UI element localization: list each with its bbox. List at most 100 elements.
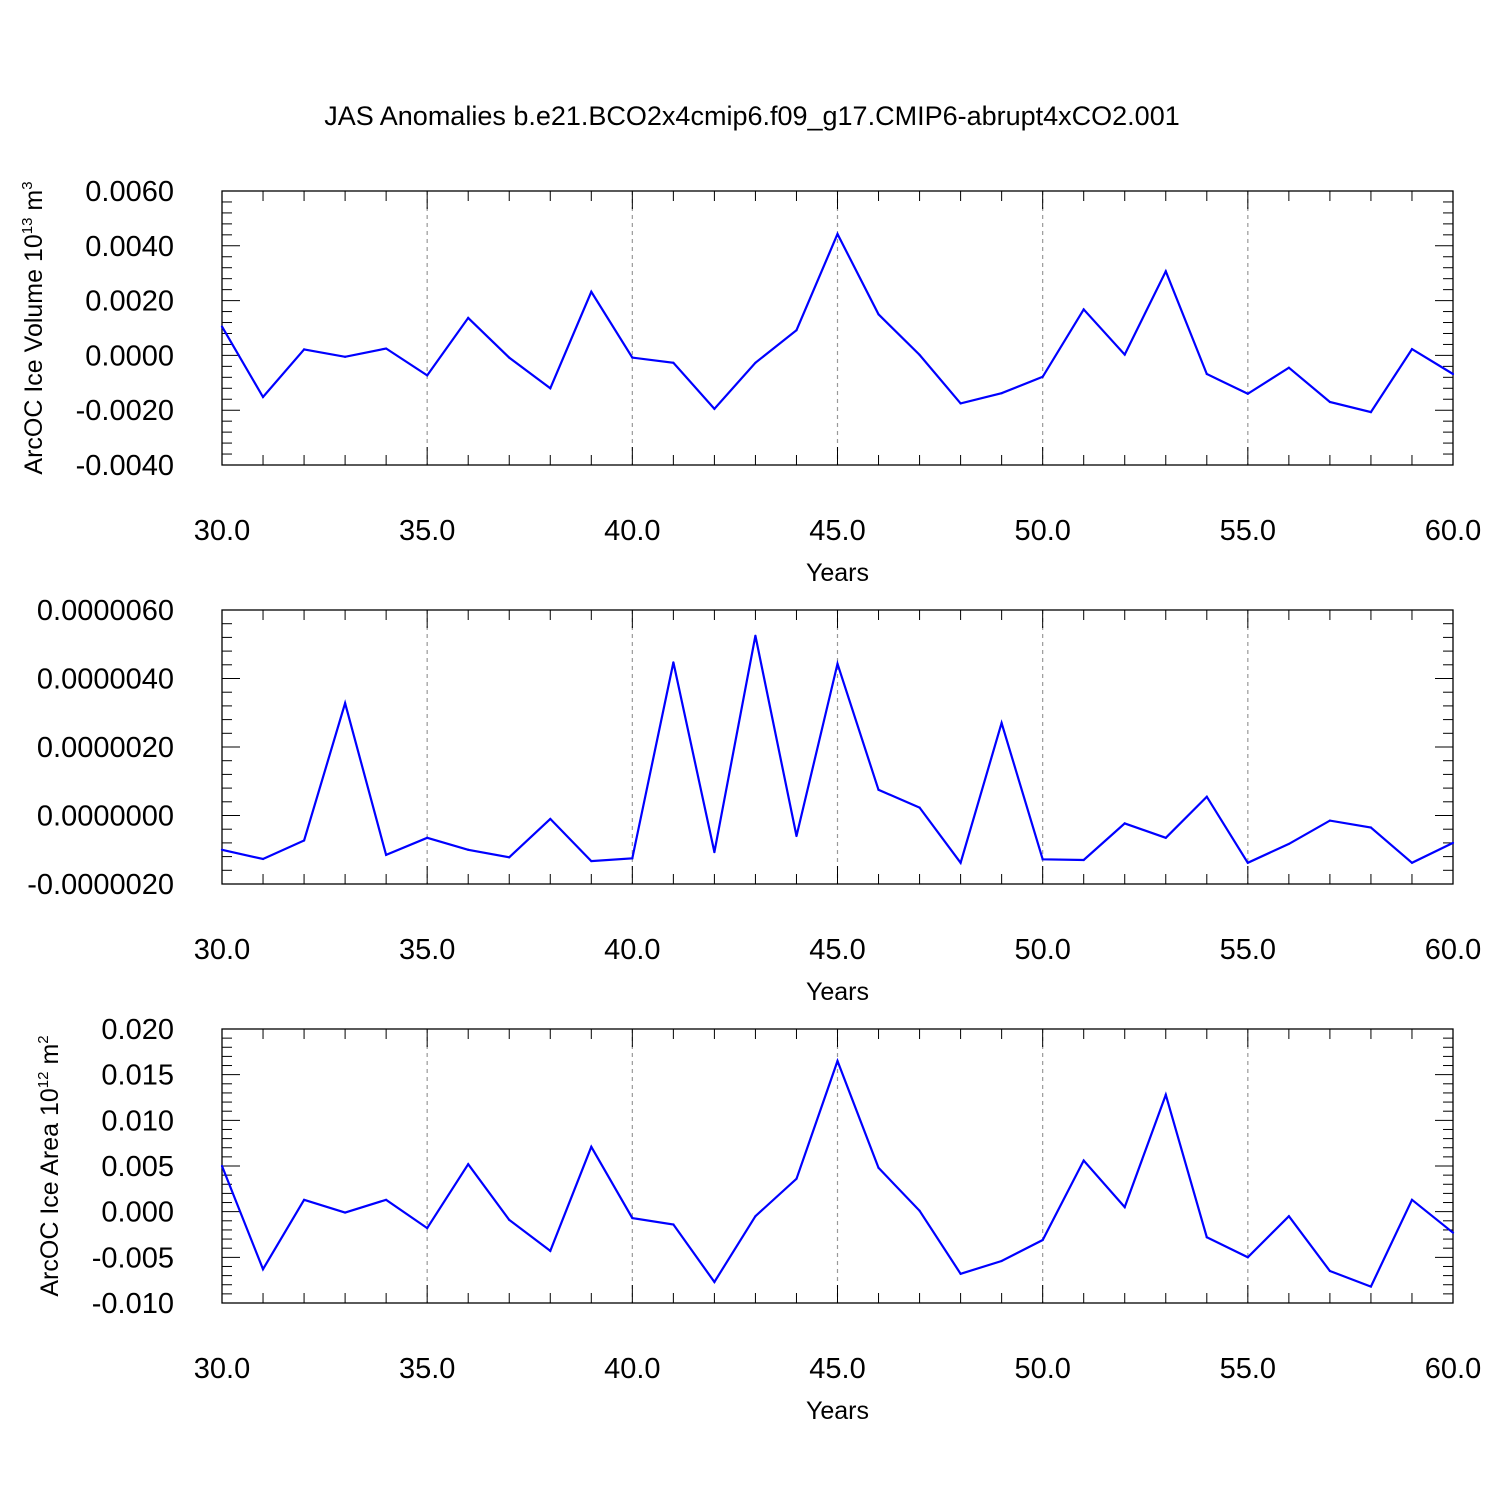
data-point <box>302 1198 306 1201</box>
y-tick-label: -0.005 <box>92 1242 174 1274</box>
data-point <box>1123 822 1126 825</box>
data-point <box>754 634 757 637</box>
data-point <box>1164 836 1167 839</box>
data-point <box>1287 842 1290 846</box>
y-tick-label: 0.0000060 <box>37 595 174 627</box>
data-point <box>302 839 306 842</box>
data-point <box>1082 1159 1085 1162</box>
data-point <box>1451 372 1455 376</box>
data-point <box>672 361 675 364</box>
data-point <box>426 374 429 377</box>
y-tick-label: 0.010 <box>101 1105 174 1137</box>
data-point <box>1328 1269 1331 1273</box>
data-point <box>508 1218 511 1221</box>
data-point <box>1451 1231 1455 1234</box>
data-point <box>795 834 798 838</box>
data-point <box>713 1280 716 1284</box>
x-tick-label: 50.0 <box>1014 1353 1070 1385</box>
data-point <box>220 325 224 328</box>
data-point <box>467 848 470 851</box>
data-point <box>426 1227 429 1230</box>
data-point <box>713 851 716 854</box>
x-tick-label: 60.0 <box>1425 515 1481 547</box>
y-axis-label-text: ArcOC Ice Area 10 <box>36 1088 64 1296</box>
data-point <box>1164 270 1167 273</box>
data-point <box>385 347 388 350</box>
x-tick-label: 35.0 <box>399 515 455 547</box>
data-point <box>959 402 962 405</box>
x-tick-label: 35.0 <box>399 934 455 966</box>
data-point <box>549 387 552 390</box>
data-point <box>1451 841 1455 845</box>
y-axis-label-unit-exponent: 3 <box>19 181 36 189</box>
data-point <box>1123 1206 1126 1209</box>
y-axis-label: ArcOC Ice Volume 1013 m3 <box>19 181 48 474</box>
y-tick-label: -0.010 <box>92 1288 174 1320</box>
data-point <box>795 1177 798 1180</box>
data-point <box>1041 1238 1044 1242</box>
chart-panel-1: 30.0 35.0 40.0 45.0 50.0 55.0 60.0 Years -0.0040… <box>19 176 1481 587</box>
x-tick-label: 30.0 <box>194 1353 250 1385</box>
data-point <box>918 806 921 809</box>
data-point <box>1287 366 1290 369</box>
x-tick-label: 60.0 <box>1425 1353 1481 1385</box>
data-point <box>220 848 224 851</box>
data-point <box>1205 372 1208 376</box>
x-tick-label: 30.0 <box>194 934 250 966</box>
x-tick-label: 50.0 <box>1014 515 1070 547</box>
data-point <box>261 857 265 861</box>
data-point <box>590 290 593 293</box>
data-point <box>1041 858 1044 861</box>
data-point <box>1246 861 1249 864</box>
data-point <box>1246 392 1249 395</box>
data-point <box>959 861 962 864</box>
y-tick-label: 0.0020 <box>85 286 174 318</box>
data-point <box>344 1211 347 1214</box>
y-axis-label: ArcOC Ice Area 1012 m2 <box>35 1035 64 1296</box>
data-point <box>836 1059 839 1063</box>
y-axis-label-unit: m <box>36 1044 64 1072</box>
data-point <box>1369 411 1373 414</box>
data-point <box>836 662 839 665</box>
y-tick-label: 0.005 <box>101 1151 174 1183</box>
data-point <box>1000 721 1003 725</box>
y-tick-label: 0.0000000 <box>37 801 174 833</box>
data-point <box>549 1249 552 1253</box>
data-point <box>836 232 839 236</box>
data-point <box>1328 400 1331 404</box>
x-tick-label: 40.0 <box>604 515 660 547</box>
data-point <box>1410 1198 1414 1201</box>
y-tick-label: -0.0000020 <box>27 869 174 901</box>
x-tick-label: 30.0 <box>194 515 250 547</box>
data-point <box>877 1166 880 1169</box>
x-axis-label: Years <box>806 559 869 587</box>
y-axis-label-unit: m <box>20 190 48 218</box>
y-tick-label: 0.0000020 <box>37 732 174 764</box>
y-axis-label-unit-exponent: 2 <box>35 1035 52 1043</box>
data-point <box>1041 375 1044 378</box>
y-tick-label: 0.0000 <box>85 340 174 372</box>
data-point <box>1205 795 1208 798</box>
y-tick-label: 0.015 <box>101 1060 174 1092</box>
data-point <box>754 361 757 364</box>
data-point <box>1287 1215 1290 1218</box>
data-point <box>344 702 347 705</box>
data-point <box>754 1215 757 1218</box>
chart-panel-2: 30.0 35.0 40.0 45.0 50.0 55.0 60.0 Years -0.0000… <box>27 595 1481 1006</box>
data-point <box>1164 1093 1167 1096</box>
data-point <box>1000 1259 1003 1263</box>
data-point <box>672 1223 675 1226</box>
data-point <box>220 1164 224 1168</box>
y-tick-label: -0.0020 <box>76 395 174 427</box>
data-point <box>508 356 511 359</box>
data-point <box>1410 347 1414 351</box>
x-axis-label: Years <box>806 1397 869 1425</box>
x-tick-label: 40.0 <box>604 1353 660 1385</box>
chart-panel-3: 30.0 35.0 40.0 45.0 50.0 55.0 60.0 Years -0.010 -… <box>35 1014 1481 1425</box>
x-tick-label: 55.0 <box>1220 515 1276 547</box>
y-tick-label: 0.0060 <box>85 176 174 208</box>
data-point <box>672 661 675 664</box>
data-point <box>590 1145 593 1148</box>
data-point <box>713 407 716 410</box>
data-point <box>1082 858 1085 862</box>
